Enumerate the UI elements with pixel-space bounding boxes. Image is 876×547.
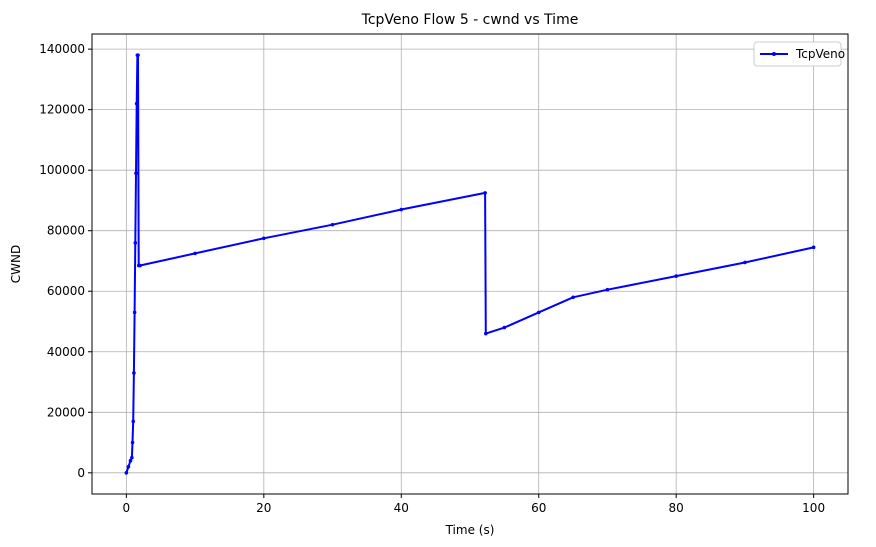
y-tick-label: 80000 <box>47 224 85 238</box>
data-point <box>134 101 139 106</box>
data-point <box>128 458 133 463</box>
legend: TcpVeno <box>753 41 845 67</box>
legend-marker-swatch <box>772 52 776 56</box>
data-point <box>132 310 137 315</box>
series-layer <box>124 53 816 475</box>
data-point <box>136 53 140 57</box>
x-axis-label: Time (s) <box>445 523 495 537</box>
data-point <box>262 236 266 241</box>
data-point <box>571 295 575 300</box>
data-point <box>193 251 197 256</box>
data-point <box>130 440 135 445</box>
data-point <box>138 263 142 268</box>
chart-title: TcpVeno Flow 5 - cwnd vs Time <box>361 12 579 28</box>
data-point <box>743 260 747 265</box>
legend-entry-tcpveno: TcpVeno <box>795 47 845 61</box>
x-tick-label: 100 <box>802 501 825 515</box>
y-tick-label: 40000 <box>47 345 85 359</box>
y-axis-label: CWND <box>9 245 23 283</box>
data-point <box>132 371 136 375</box>
data-point <box>502 325 507 330</box>
x-tick-label: 20 <box>256 501 271 515</box>
y-tick-label: 0 <box>77 466 85 480</box>
x-axis-ticks: 0 20 40 60 80 100 <box>123 494 825 515</box>
data-point <box>399 207 404 212</box>
data-point <box>124 471 129 475</box>
y-tick-label: 20000 <box>47 405 85 419</box>
x-tick-label: 80 <box>669 501 684 515</box>
data-point <box>131 419 136 424</box>
data-point <box>130 455 134 460</box>
grid-lines <box>92 34 848 494</box>
y-tick-label: 60000 <box>47 284 85 298</box>
data-point <box>133 241 138 245</box>
y-tick-label: 120000 <box>39 103 85 117</box>
x-tick-label: 0 <box>123 501 131 515</box>
y-axis-ticks: 0 20000 40000 60000 80000 100000 120000 140000 <box>39 42 92 480</box>
data-point <box>605 287 610 292</box>
x-tick-label: 40 <box>394 501 409 515</box>
data-point <box>536 310 541 315</box>
y-tick-label: 140000 <box>39 42 85 56</box>
data-point <box>330 222 335 227</box>
data-point <box>126 464 131 469</box>
data-point <box>674 274 678 278</box>
legend-box <box>753 41 842 67</box>
data-point <box>134 171 138 176</box>
plot-frame <box>91 33 849 495</box>
y-tick-label: 100000 <box>39 163 85 177</box>
data-point <box>484 331 488 336</box>
data-point <box>483 191 487 195</box>
x-tick-label: 60 <box>531 501 546 515</box>
data-point <box>811 245 816 250</box>
